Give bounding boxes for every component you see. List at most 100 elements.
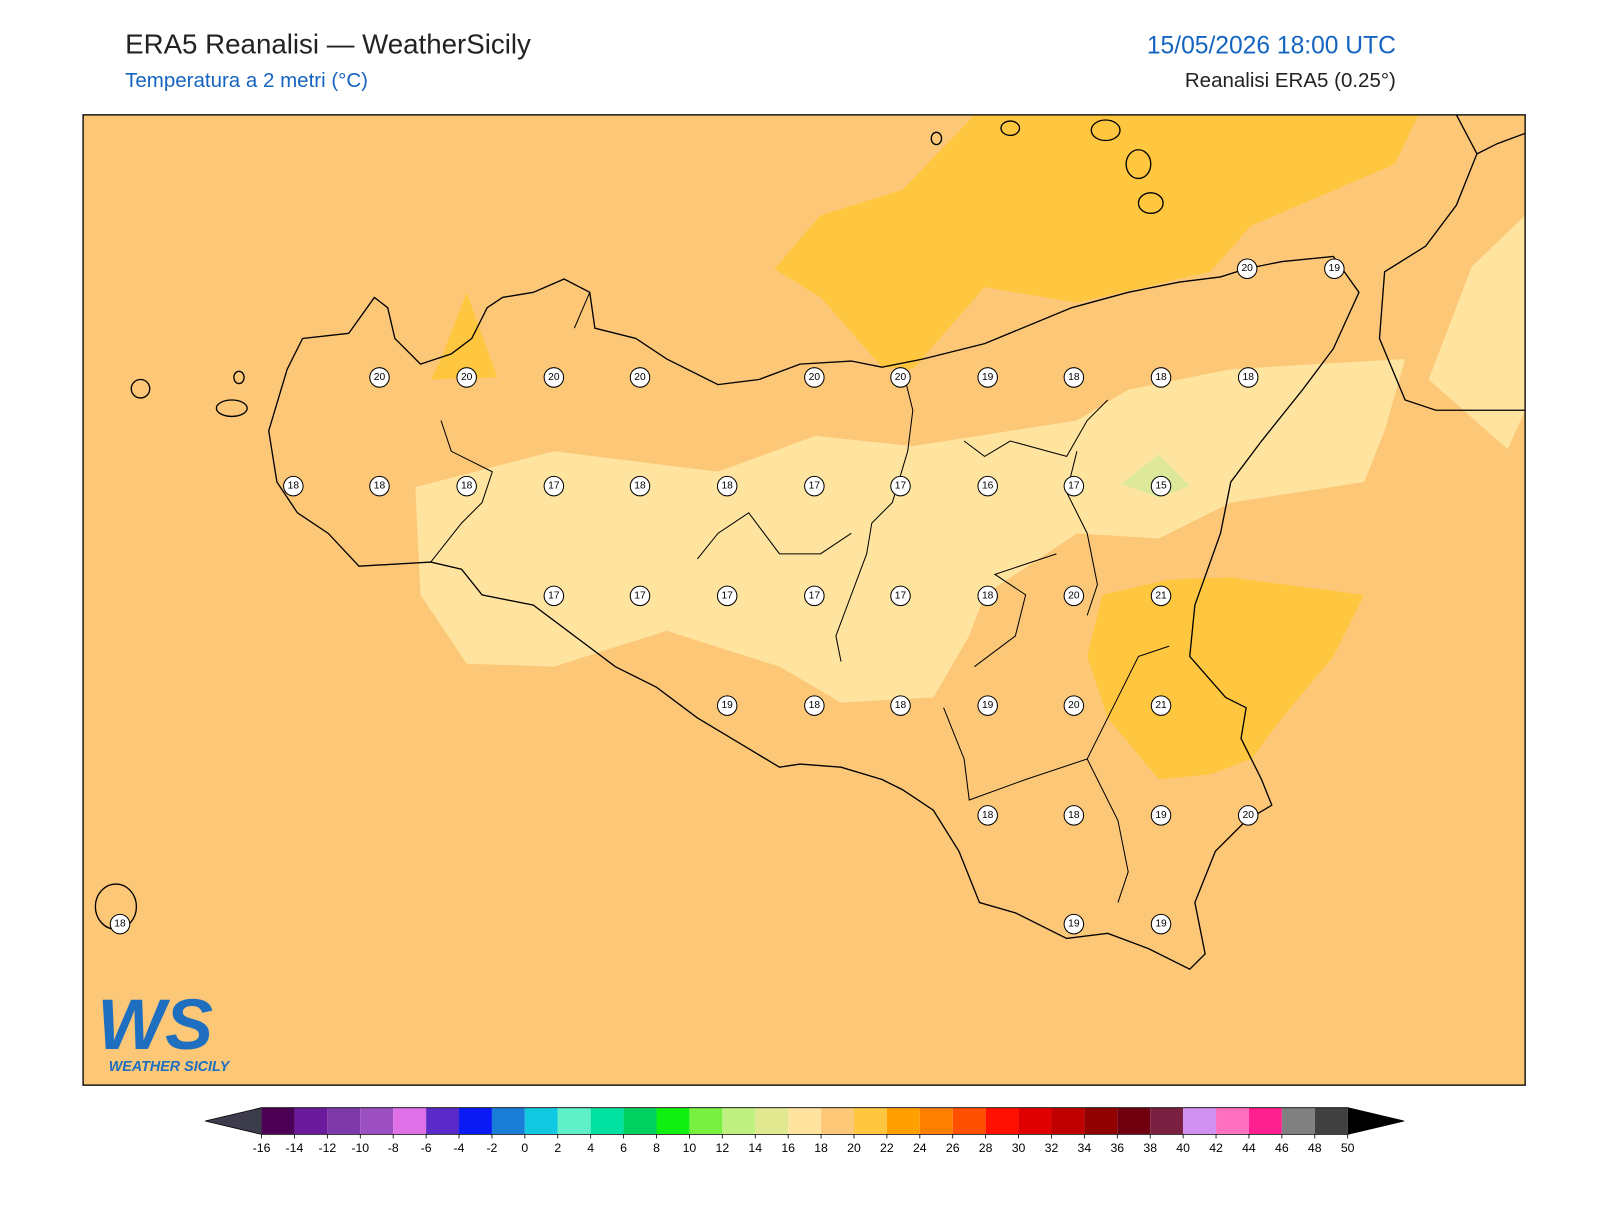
station-value: 18 bbox=[634, 481, 646, 492]
station-marker bbox=[804, 475, 825, 497]
station-value: 17 bbox=[809, 590, 821, 601]
station: 20 bbox=[1236, 258, 1258, 279]
station-marker bbox=[629, 475, 651, 497]
station: 20 bbox=[890, 367, 911, 388]
station-value: 17 bbox=[548, 590, 560, 601]
colorbar-tick-label: 24 bbox=[913, 1141, 927, 1155]
station-value: 18 bbox=[721, 481, 733, 492]
colorbar-segment bbox=[393, 1107, 427, 1135]
station-marker bbox=[543, 475, 565, 497]
title: ERA5 Reanalisi — WeatherSicily bbox=[125, 28, 531, 59]
station-marker bbox=[369, 475, 390, 497]
colorbar-tick-label: 16 bbox=[781, 1141, 795, 1155]
colorbar-segment bbox=[952, 1107, 986, 1135]
station-marker bbox=[977, 695, 998, 716]
station-marker bbox=[716, 475, 738, 497]
station-value: 19 bbox=[1155, 919, 1167, 930]
station-value: 17 bbox=[634, 590, 646, 601]
colorbar-tick-label: 48 bbox=[1308, 1141, 1322, 1155]
station: 18 bbox=[456, 475, 477, 497]
island bbox=[1125, 149, 1152, 180]
station-marker bbox=[804, 585, 825, 607]
station-value: 19 bbox=[1329, 263, 1341, 274]
colorbar-segment bbox=[1084, 1107, 1118, 1135]
colorbar-segment bbox=[1051, 1107, 1085, 1135]
station-marker bbox=[1150, 913, 1172, 935]
station: 18 bbox=[804, 695, 825, 716]
station-value: 20 bbox=[1241, 263, 1253, 274]
station-marker bbox=[543, 585, 565, 607]
colorbar-segment bbox=[261, 1107, 295, 1135]
station-marker bbox=[109, 913, 131, 935]
station-value: 18 bbox=[1068, 372, 1080, 383]
island bbox=[130, 378, 151, 399]
station-marker bbox=[716, 585, 738, 607]
colorbar-tick-label: 6 bbox=[620, 1141, 627, 1155]
station-value: 19 bbox=[1155, 810, 1167, 821]
colorbar-segment bbox=[788, 1107, 822, 1135]
colorbar-tick-label: 22 bbox=[880, 1141, 894, 1155]
station-marker bbox=[1150, 367, 1172, 388]
station: 18 bbox=[629, 475, 651, 497]
station-value: 18 bbox=[1068, 810, 1080, 821]
station-marker bbox=[543, 367, 565, 388]
colorbar-segment bbox=[1216, 1107, 1249, 1135]
station-value: 18 bbox=[982, 590, 994, 601]
station: 18 bbox=[1150, 367, 1172, 388]
colorbar-segment bbox=[623, 1107, 657, 1135]
station-marker bbox=[1237, 805, 1259, 826]
station-value: 17 bbox=[895, 481, 907, 492]
station: 18 bbox=[109, 913, 131, 935]
station: 17 bbox=[890, 585, 911, 607]
station-marker bbox=[1063, 585, 1085, 607]
station: 20 bbox=[1237, 805, 1259, 826]
station-marker bbox=[456, 475, 477, 497]
station-marker bbox=[1150, 475, 1172, 497]
datetime: 15/05/2026 18:00 UTC bbox=[1147, 32, 1396, 59]
station-value: 18 bbox=[114, 919, 126, 930]
colorbar-tick-label: 44 bbox=[1242, 1141, 1256, 1155]
warm-zone bbox=[774, 114, 1419, 370]
station: 17 bbox=[1063, 475, 1085, 497]
station-value: 20 bbox=[374, 372, 386, 383]
station-value: 17 bbox=[809, 481, 821, 492]
colorbar-tick-label: 18 bbox=[814, 1141, 828, 1155]
colorbar-segment bbox=[689, 1107, 723, 1135]
station: 20 bbox=[629, 367, 651, 388]
colorbar-under bbox=[205, 1107, 262, 1135]
subtitle: Temperatura a 2 metri (°C) bbox=[125, 69, 368, 92]
station-marker bbox=[890, 695, 911, 716]
map-frame bbox=[82, 114, 1526, 1086]
station-value: 20 bbox=[461, 372, 473, 383]
colorbar-tick-label: 20 bbox=[847, 1141, 861, 1155]
colorbar-over bbox=[1347, 1107, 1405, 1135]
island bbox=[1000, 120, 1021, 137]
station: 19 bbox=[977, 367, 998, 388]
station: 17 bbox=[804, 585, 825, 607]
station-value: 18 bbox=[982, 810, 994, 821]
station-marker bbox=[804, 367, 825, 388]
station-marker bbox=[629, 367, 651, 388]
station: 21 bbox=[1150, 695, 1172, 716]
colorbar-tick-label: -14 bbox=[286, 1141, 304, 1155]
island bbox=[233, 370, 245, 385]
station-value: 20 bbox=[1068, 590, 1080, 601]
station-marker bbox=[890, 367, 911, 388]
station: 18 bbox=[1237, 367, 1259, 388]
colorbar-segment bbox=[722, 1107, 756, 1135]
station: 19 bbox=[1150, 805, 1172, 826]
colorbar-segment bbox=[590, 1107, 624, 1135]
colorbar-tick-label: -16 bbox=[253, 1141, 271, 1155]
station: 21 bbox=[1150, 585, 1172, 607]
station: 18 bbox=[283, 475, 304, 497]
colorbar-segment bbox=[1117, 1107, 1151, 1135]
station: 17 bbox=[543, 475, 565, 497]
station-marker bbox=[1237, 367, 1259, 388]
station-value: 17 bbox=[548, 481, 560, 492]
station-marker bbox=[1150, 585, 1172, 607]
colorbar-tick-label: 0 bbox=[521, 1141, 528, 1155]
colorbar-segment bbox=[524, 1107, 558, 1135]
colorbar-segment bbox=[1314, 1107, 1348, 1135]
